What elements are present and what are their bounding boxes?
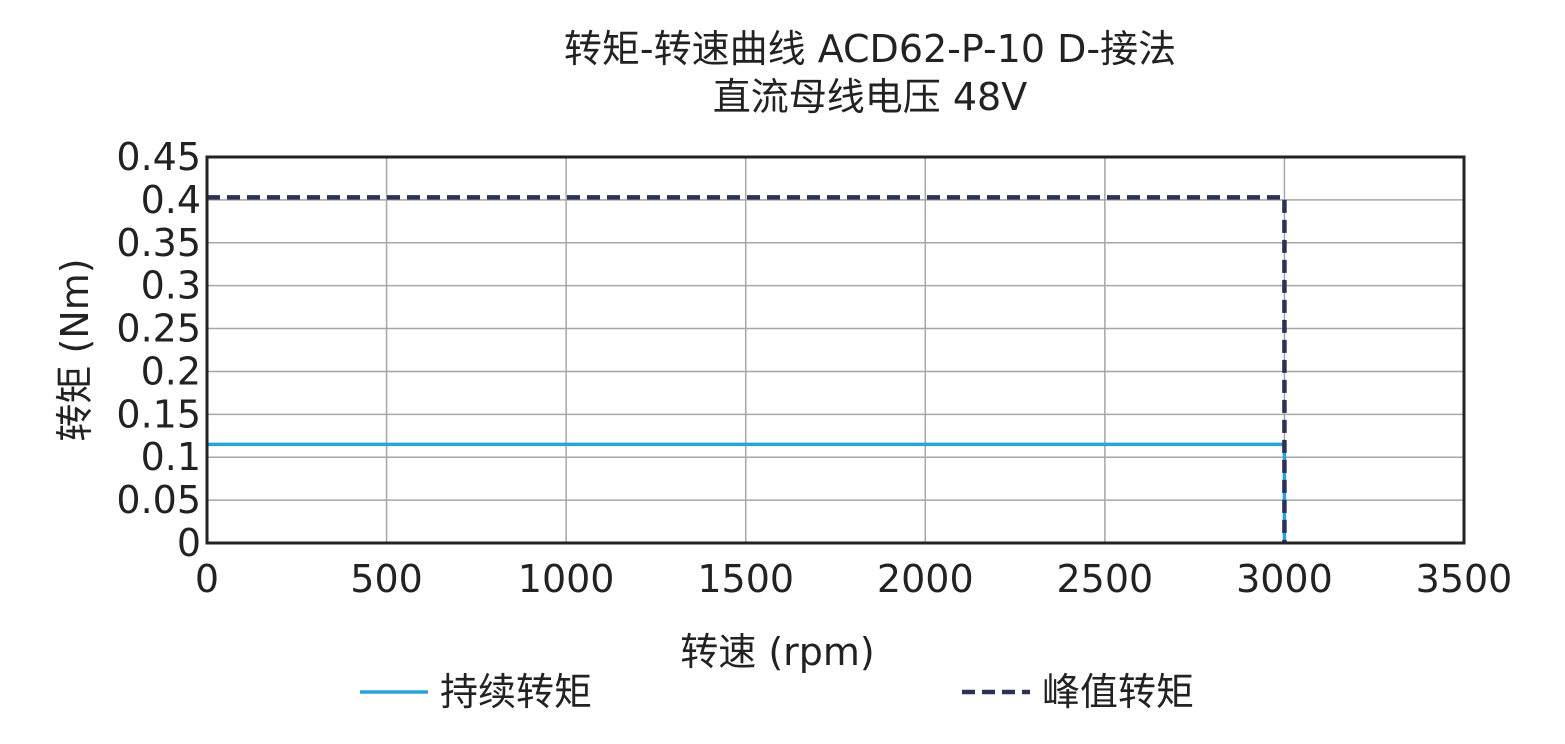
y-tick-label: 0	[177, 521, 201, 565]
grid	[206, 156, 1465, 544]
y-tick-label: 0.15	[116, 392, 201, 436]
x-tick-label: 2000	[877, 557, 974, 601]
y-tick-label: 0.05	[116, 478, 201, 522]
x-tick-label: 500	[350, 557, 423, 601]
y-tick-label: 0.45	[116, 135, 201, 179]
x-tick-label: 0	[195, 557, 219, 601]
y-tick-label: 0.25	[116, 307, 201, 351]
x-axis-ticks: 0 500 1000 1500 2000 2500 3000 3500	[195, 557, 1512, 601]
series-lines	[207, 195, 1287, 543]
chart-title-line-1: 转矩-转速曲线 ACD62-P-10 D-接法	[564, 27, 1176, 71]
x-tick-label: 3500	[1416, 557, 1513, 601]
legend-label: 持续转矩	[440, 670, 592, 714]
chart-title-line-2: 直流母线电压 48V	[713, 75, 1027, 119]
y-tick-label: 0.4	[141, 178, 201, 222]
chart-title: 转矩-转速曲线 ACD62-P-10 D-接法 直流母线电压 48V	[564, 27, 1176, 119]
y-axis-ticks: 00.050.10.150.20.250.30.350.40.45	[116, 135, 201, 565]
series-line-peak-torque	[207, 195, 1287, 543]
x-axis-label: 转速 (rpm)	[680, 630, 875, 674]
x-tick-label: 1000	[518, 557, 615, 601]
x-tick-label: 1500	[697, 557, 794, 601]
y-tick-label: 0.1	[141, 435, 201, 479]
y-tick-label: 0.35	[116, 221, 201, 265]
y-tick-label: 0.3	[141, 264, 201, 308]
y-axis-label: 转矩 (Nm)	[53, 258, 97, 441]
x-tick-label: 3000	[1236, 557, 1333, 601]
x-tick-label: 2500	[1056, 557, 1153, 601]
legend-label: 峰值转矩	[1042, 670, 1194, 714]
plot-area-frame	[205, 155, 1466, 545]
legend: 持续转矩 峰值转矩	[360, 670, 1194, 714]
y-tick-label: 0.2	[141, 349, 201, 393]
